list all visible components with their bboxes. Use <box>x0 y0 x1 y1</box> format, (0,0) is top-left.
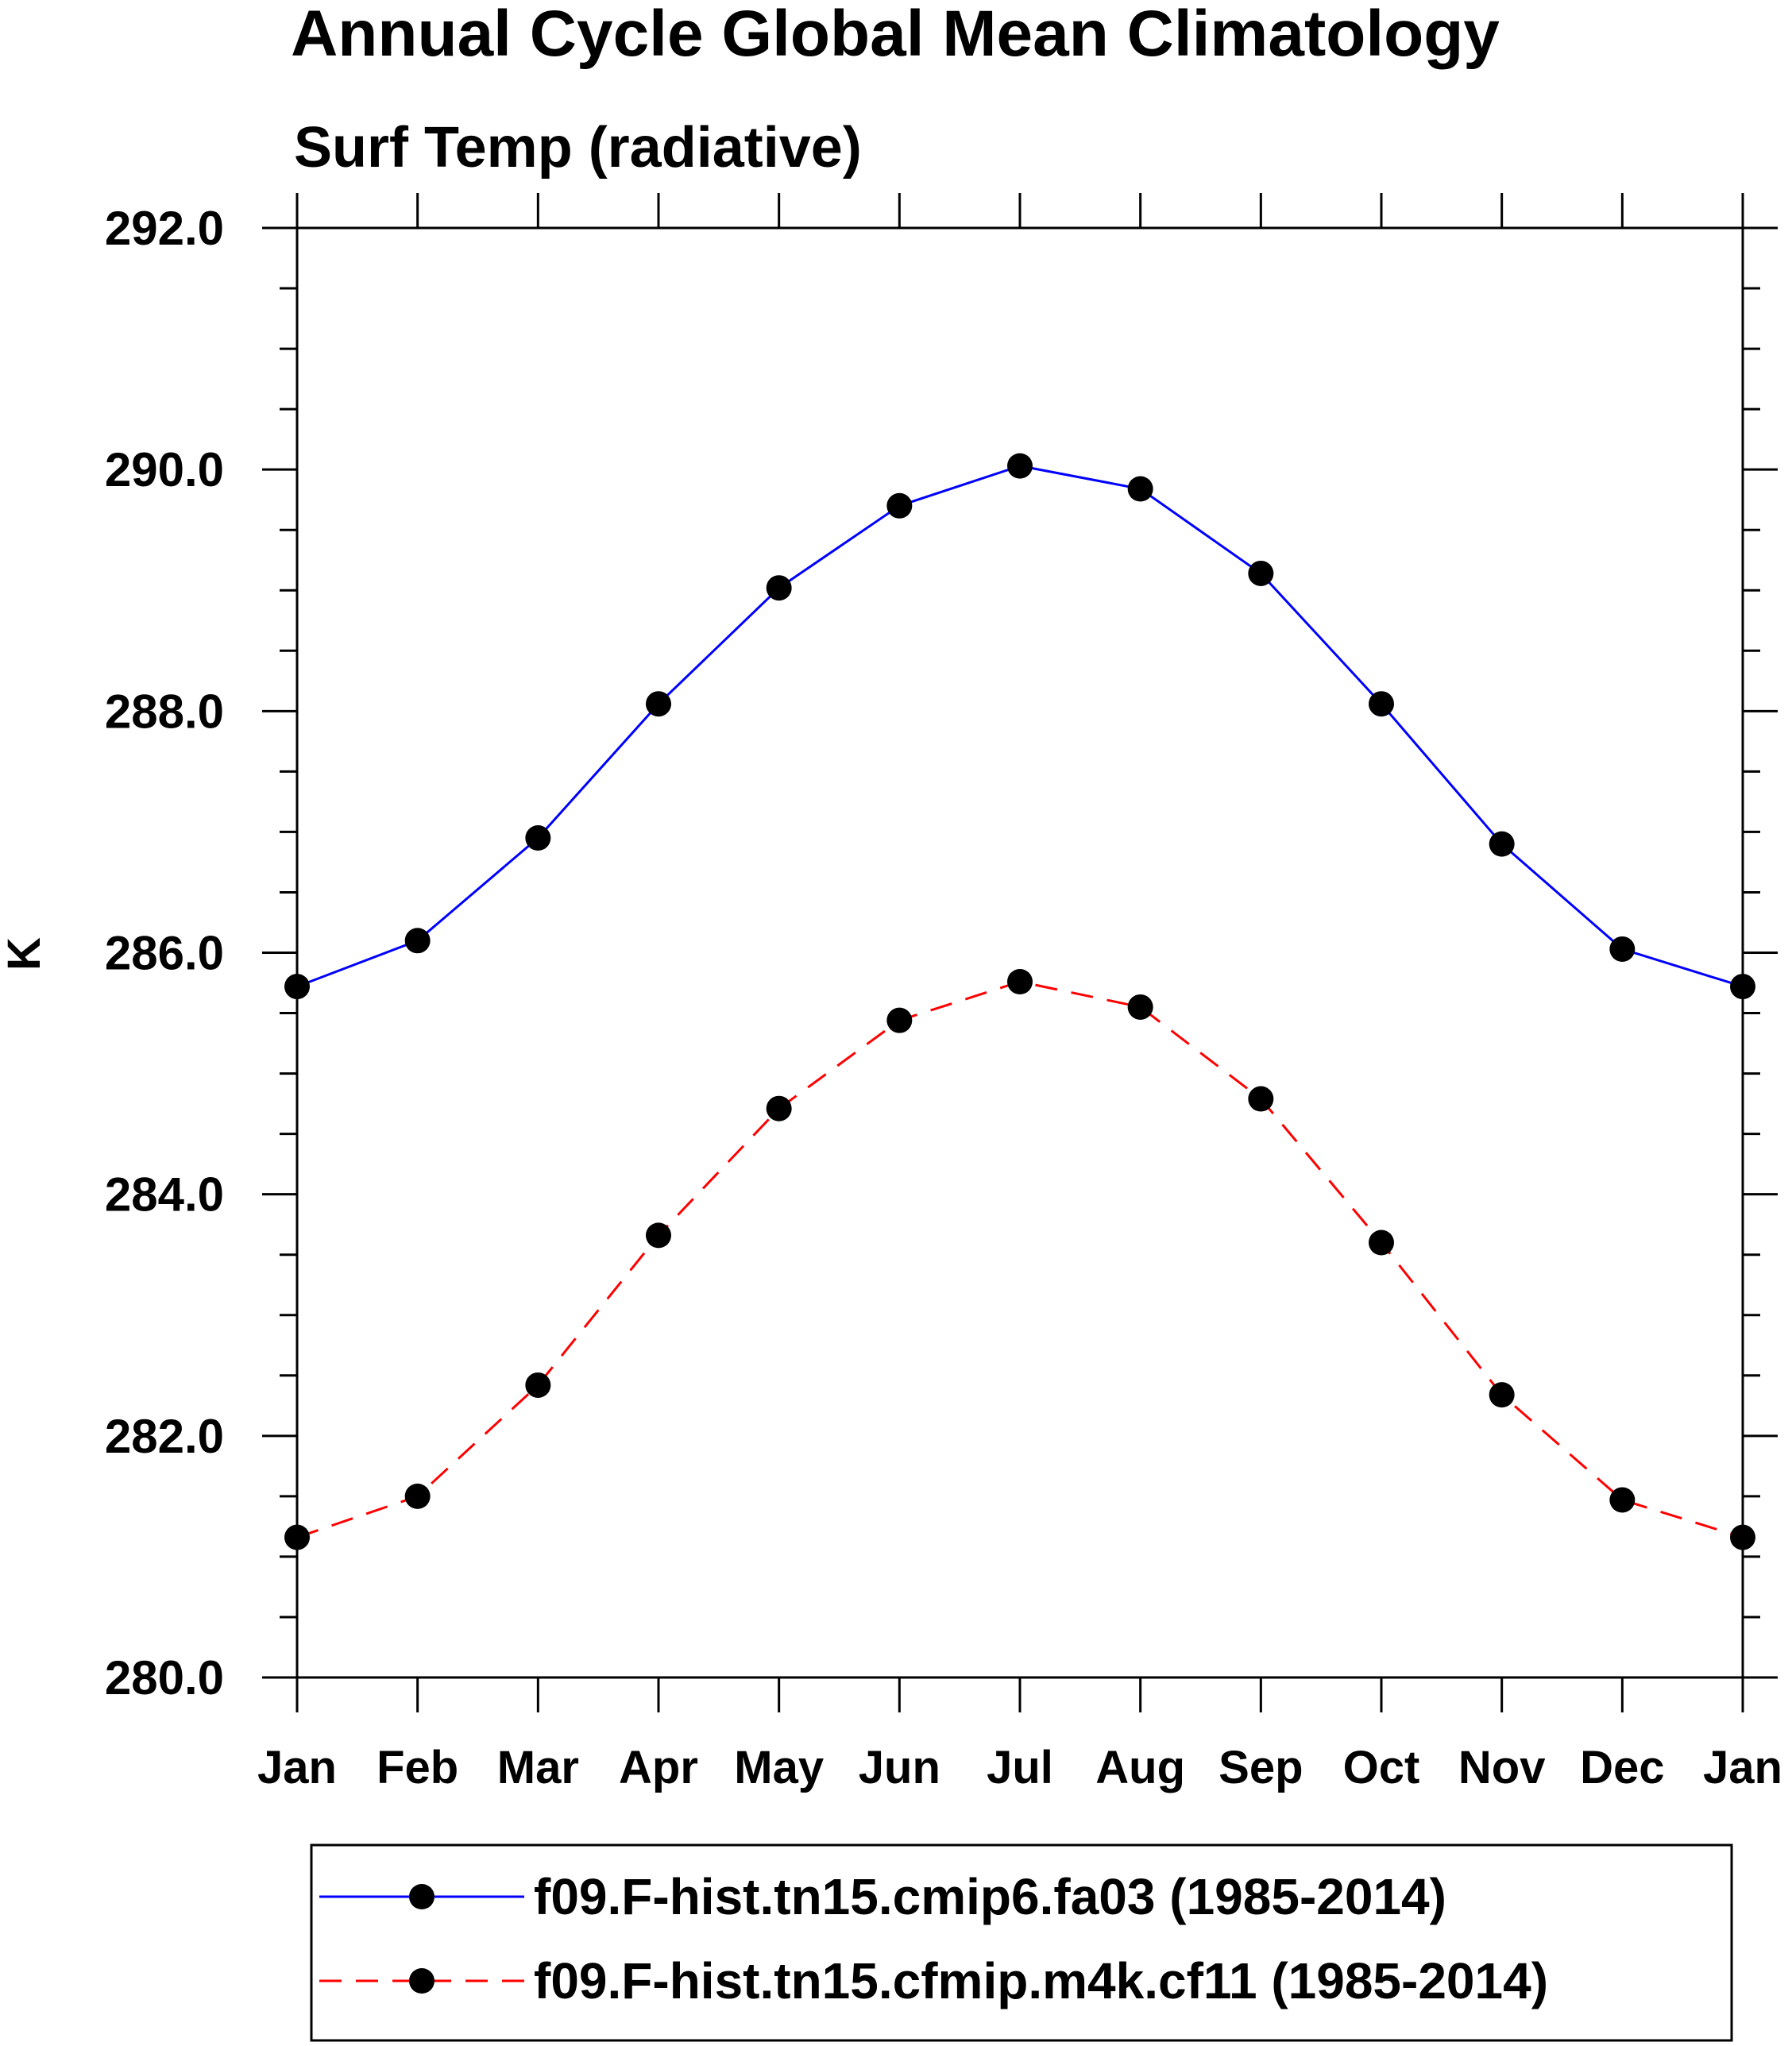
chart-title: Annual Cycle Global Mean Climatology <box>291 0 1500 70</box>
series-layer <box>284 453 1755 1550</box>
series-2-point <box>1489 1382 1515 1408</box>
x-tick-label: May <box>734 1742 824 1793</box>
series-2-point <box>1730 1524 1755 1550</box>
series-2-point <box>766 1095 792 1121</box>
series-2-point <box>284 1524 310 1550</box>
chart-subtitle: Surf Temp (radiative) <box>294 116 862 180</box>
series-2-point <box>1369 1230 1394 1256</box>
y-tick-label: 286.0 <box>105 927 224 980</box>
series-line-2 <box>296 980 1744 1539</box>
series-1-point <box>646 691 671 717</box>
y-tick-label: 290.0 <box>105 443 224 496</box>
series-1-point <box>886 492 913 519</box>
legend-marker-2 <box>409 1968 434 1994</box>
x-tick-label: Apr <box>619 1742 698 1793</box>
x-tick-label: Aug <box>1095 1742 1185 1793</box>
x-tick-label: Sep <box>1218 1742 1303 1793</box>
x-tick-label: Dec <box>1580 1742 1664 1793</box>
series-1-point <box>1489 831 1515 857</box>
series-2-point <box>646 1222 671 1249</box>
y-tick-label: 280.0 <box>105 1651 224 1704</box>
legend-box <box>310 1843 1733 2042</box>
series-1-point <box>1730 974 1755 1000</box>
series-2-point <box>1248 1086 1274 1112</box>
series-1-point <box>1248 560 1274 586</box>
series-2-point <box>886 1007 913 1033</box>
legend-marker-1 <box>409 1884 434 1909</box>
series-1-point <box>284 974 310 1000</box>
y-tick-label: 284.0 <box>105 1168 224 1222</box>
x-tick-label: Oct <box>1343 1742 1420 1793</box>
series-2-point <box>525 1372 551 1398</box>
plot-frame <box>295 226 1744 1679</box>
x-tick-label: Jan <box>257 1742 337 1793</box>
y-tick-label: 282.0 <box>105 1410 224 1463</box>
x-tick-label: Jun <box>859 1742 940 1793</box>
series-2-point <box>1609 1487 1636 1513</box>
legend: f09.F-hist.tn15.cmip6.fa03 (1985-2014) f0… <box>310 1843 1733 2042</box>
x-tick-label: Feb <box>377 1742 458 1793</box>
legend-label-1: f09.F-hist.tn15.cmip6.fa03 (1985-2014) <box>534 1868 1446 1925</box>
x-tick-label: Nov <box>1458 1742 1546 1793</box>
series-2-point <box>1007 969 1033 994</box>
series-1-point <box>404 928 431 954</box>
series-2-point <box>404 1483 431 1509</box>
legend-label-2: f09.F-hist.tn15.cfmip.m4k.cf11 (1985-201… <box>534 1952 1548 2009</box>
y-tick-label: 292.0 <box>105 202 224 255</box>
series-1-point <box>1127 476 1153 502</box>
series-1-point <box>1007 453 1033 479</box>
series-line-1 <box>296 465 1744 988</box>
series-1-point <box>766 575 792 601</box>
series-1-point <box>1369 691 1394 717</box>
x-tick-label: Jul <box>987 1742 1053 1793</box>
axes: 280.0 282.0 284.0 286.0 288.0 290.0 292.0 Jan Fe… <box>105 193 1782 1793</box>
series-1-point <box>525 825 551 851</box>
series-1-point <box>1609 936 1636 962</box>
x-tick-label: Jan <box>1703 1742 1782 1793</box>
y-axis-label: K <box>0 937 50 971</box>
y-tick-label: 288.0 <box>105 685 224 738</box>
x-tick-label: Mar <box>497 1742 579 1793</box>
series-2-point <box>1127 994 1153 1020</box>
